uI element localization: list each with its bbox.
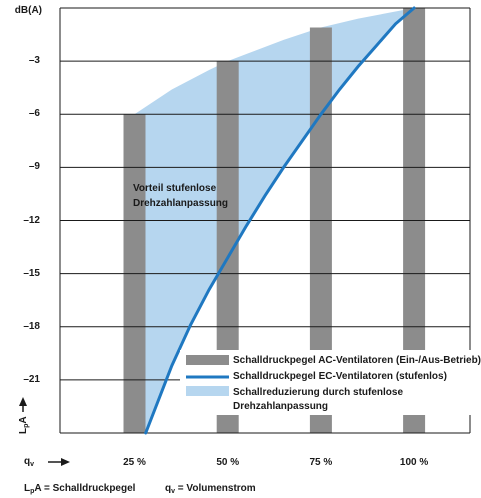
qv-q: q [24, 456, 31, 467]
y-tick-label: –6 [28, 108, 40, 120]
x-tick-label: 25 % [123, 457, 146, 468]
footer-qv-v: v [171, 488, 176, 495]
footer-lpa-l: L [24, 483, 31, 494]
y-tick-label: –9 [28, 161, 40, 173]
footer-lpa: LpA = Schalldruckpegel [24, 483, 135, 495]
y-tick-label: –12 [23, 214, 40, 226]
x-tick-label: 50 % [216, 457, 240, 468]
legend-ac-label: Schalldruckpegel AC-Ventilatoren (Ein-/A… [233, 355, 481, 366]
annotation-text: Vorteil stufenlose Drehzahlanpassung [133, 181, 228, 211]
y-axis-title: dB(A) [14, 5, 42, 16]
qv-arrow-icon [61, 458, 70, 466]
annotation-line-2: Drehzahlanpassung [133, 198, 229, 209]
legend-swatch-area [186, 386, 229, 396]
lpa-axis-label: LpA [18, 416, 30, 434]
legend-area-label-1: Schallreduzierung durch stufenlose [233, 387, 404, 398]
ec-line [144, 6, 416, 435]
footer-qv-q: q [165, 483, 172, 494]
lpa-arrow-icon [19, 397, 27, 406]
ac-bar [216, 61, 239, 433]
footer-qv-text: = Volumenstrom [175, 483, 256, 494]
y-tick-label: –21 [23, 373, 40, 385]
y-tick-label: –18 [23, 320, 40, 332]
legend-area-label-2: Drehzahlanpassung [233, 401, 329, 412]
lpa-p: p [23, 423, 30, 428]
legend-swatch-ac [186, 355, 229, 365]
lpa-a: A [18, 416, 29, 424]
footer-lpa-text: A = Schalldruckpegel [34, 483, 136, 494]
footer-lpa-p: p [30, 488, 35, 495]
y-tick-label: –15 [23, 267, 40, 279]
legend-ec-label: Schalldruckpegel EC-Ventilatoren (stufen… [233, 371, 447, 382]
qv-axis-label: qv [24, 456, 34, 468]
x-tick-label: 75 % [309, 457, 333, 468]
qv-v: v [30, 461, 35, 468]
annotation-line-1: Vorteil stufenlose [133, 183, 217, 194]
x-tick-label: 100 % [399, 457, 429, 468]
y-tick-label: –3 [28, 55, 40, 67]
lpa-l: L [18, 427, 29, 434]
ac-bar [309, 27, 332, 433]
footer-qv: qv = Volumenstrom [165, 483, 256, 495]
